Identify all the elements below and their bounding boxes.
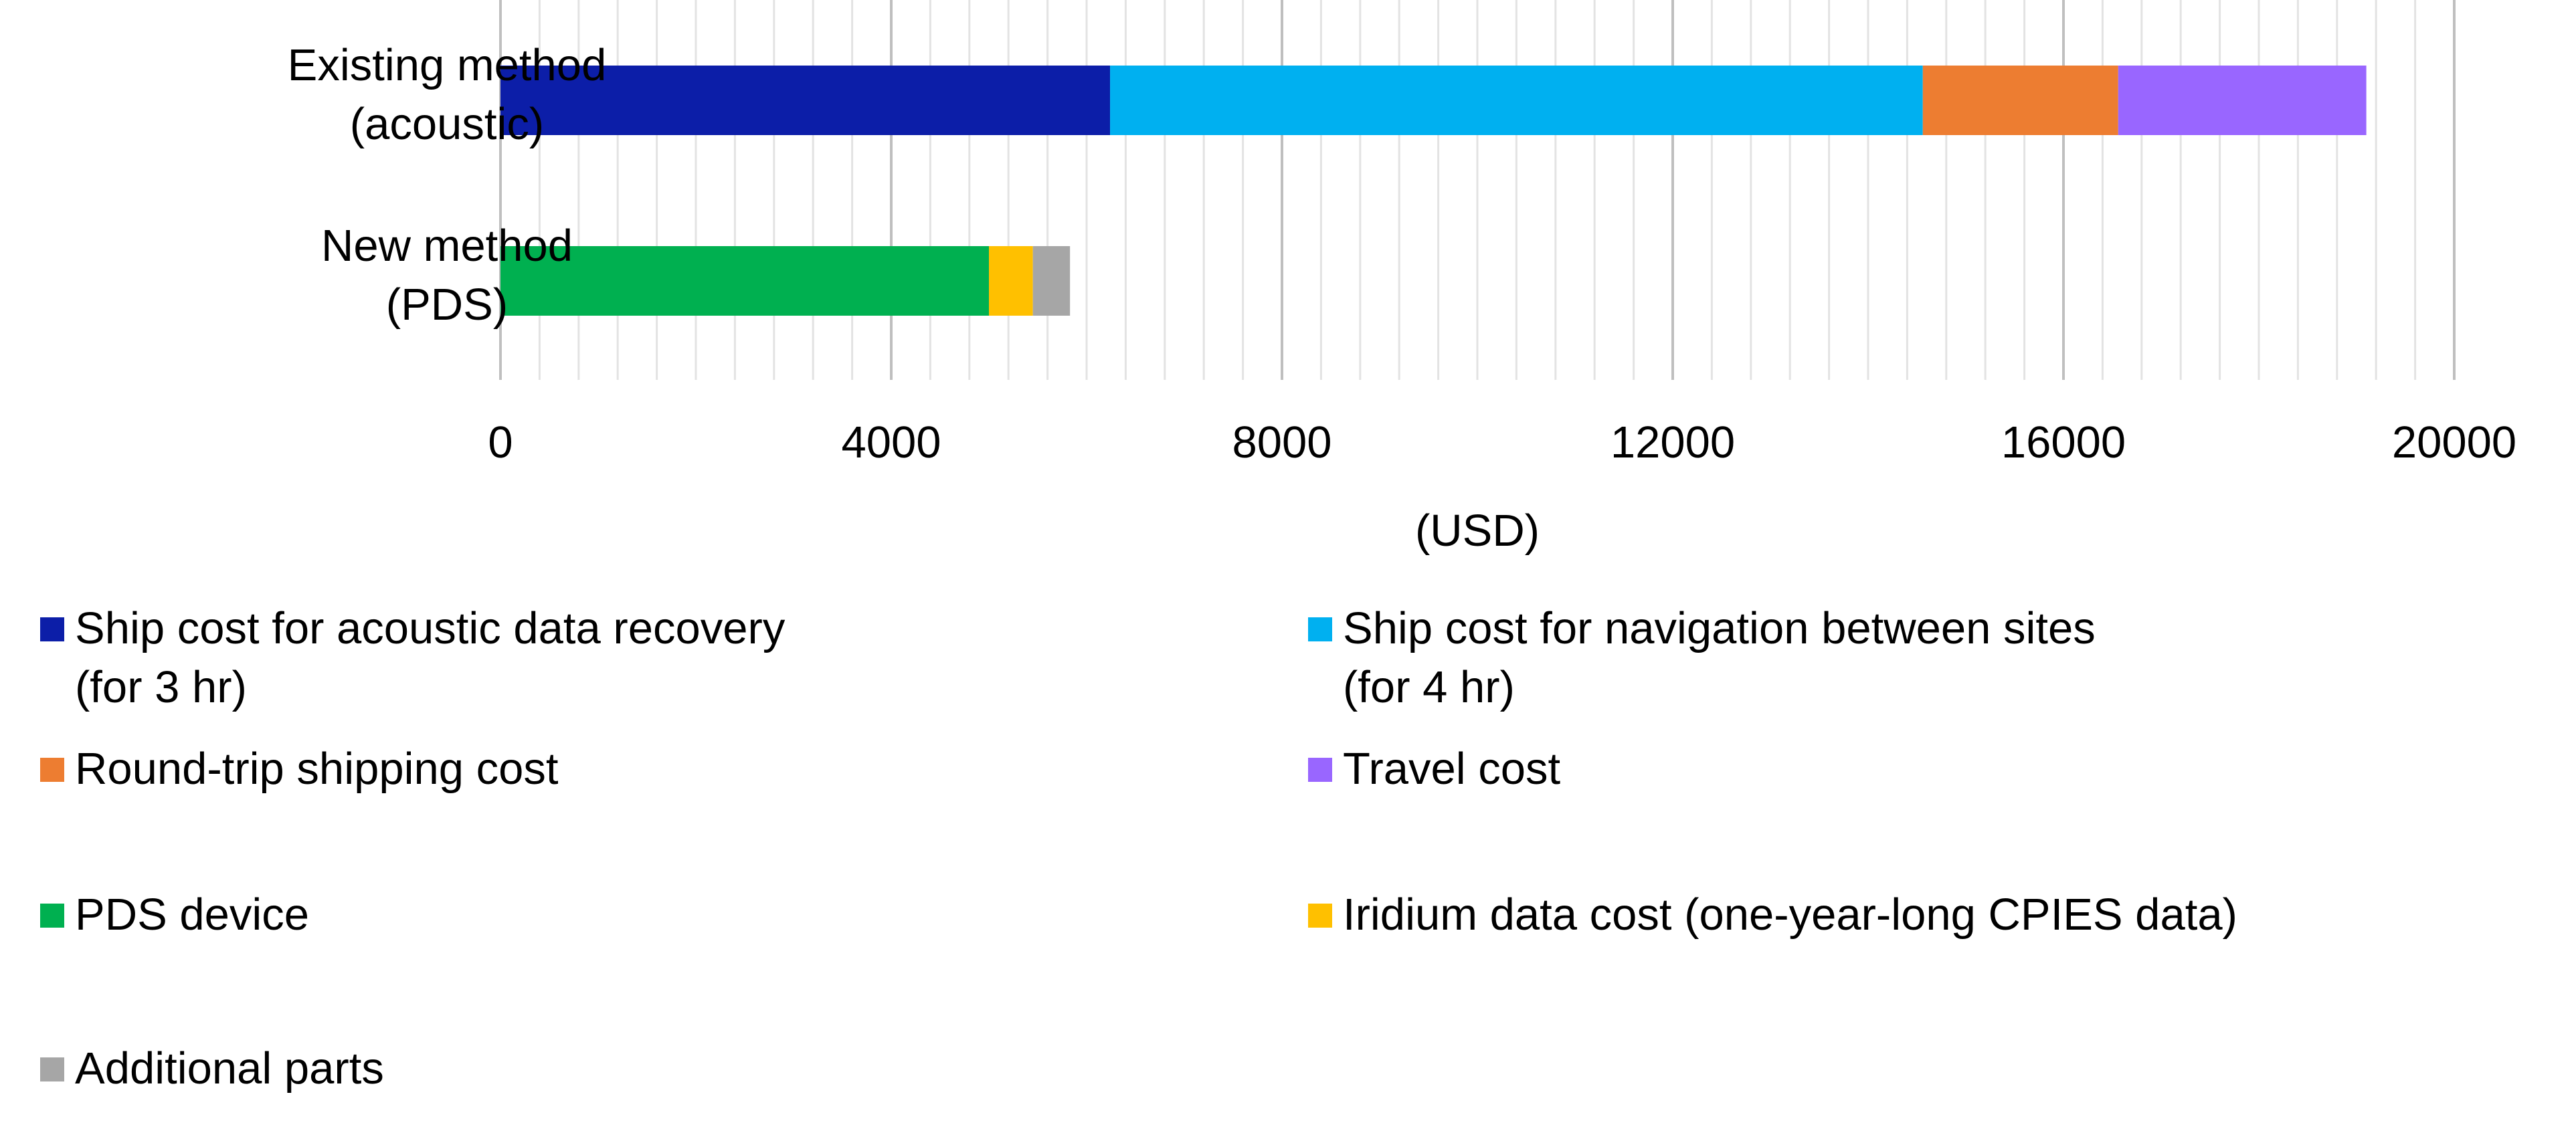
x-tick-label: 16000	[2001, 417, 2126, 468]
bar-segment-0-0	[500, 66, 1111, 135]
bar-segment-0-3	[2118, 66, 2367, 135]
y-tick-labels: Existing method (acoustic) New method (PDS)	[288, 40, 607, 330]
x-axis-title: (USD)	[1415, 506, 1540, 556]
category-label-0: Existing method (acoustic)	[288, 40, 607, 149]
x-tick-label: 0	[488, 417, 513, 468]
bar-segment-1-4	[500, 246, 989, 316]
bar-segment-0-2	[1922, 66, 2118, 135]
x-tick-label: 12000	[1611, 417, 1735, 468]
gridlines	[499, 0, 2456, 380]
x-tick-labels: 0 4000 8000 12000 16000 20000	[488, 417, 2516, 468]
x-tick-label: 20000	[2392, 417, 2516, 468]
bar-segment-0-1	[1110, 66, 1923, 135]
x-tick-label: 8000	[1232, 417, 1331, 468]
bar-segment-1-6	[1032, 246, 1071, 316]
bar-segment-1-5	[989, 246, 1033, 316]
category-label-1: New method (PDS)	[321, 221, 573, 330]
bars	[500, 66, 2367, 316]
x-tick-label: 4000	[841, 417, 941, 468]
